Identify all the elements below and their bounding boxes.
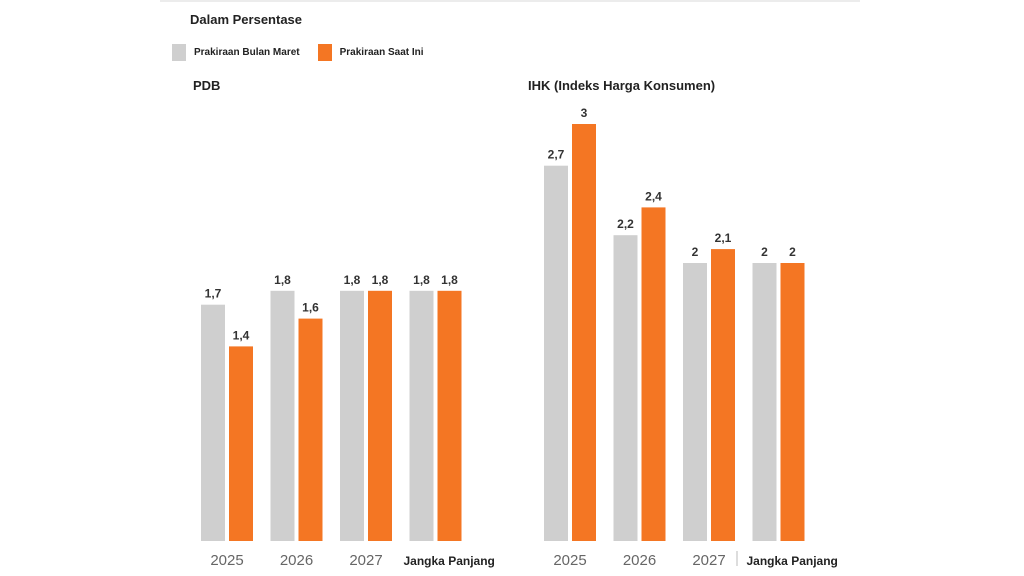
pdb-bar-march-3 — [409, 290, 434, 541]
ihk-bar-current-2 — [711, 249, 735, 541]
legend-swatch-current — [317, 44, 332, 61]
pdb-bar-current-0 — [229, 346, 253, 541]
ihk-value-label-march-3: 2 — [761, 245, 768, 259]
pdb-bar-current-2 — [368, 290, 392, 541]
ihk-value-label-current-3: 2 — [789, 245, 796, 259]
ihk-bar-march-1 — [613, 235, 638, 541]
pdb-bar-current-3 — [437, 290, 462, 541]
legend-label-current: Prakiraan Saat Ini — [339, 47, 424, 58]
top-rule — [160, 0, 860, 2]
pdb-value-label-march-1: 1,8 — [274, 273, 291, 287]
ihk-value-label-current-2: 2,1 — [715, 231, 732, 245]
ihk-value-label-march-2: 2 — [692, 245, 699, 259]
pdb-bar-march-2 — [340, 290, 364, 541]
pdb-value-label-march-2: 1,8 — [344, 273, 361, 287]
legend-item-march: Prakiraan Bulan Maret — [172, 44, 300, 61]
legend-label-march: Prakiraan Bulan Maret — [194, 47, 300, 58]
pdb-value-label-current-3: 1,8 — [441, 273, 458, 287]
ihk-bar-march-2 — [683, 263, 707, 541]
ihk-tick-label-1: 2026 — [623, 552, 656, 569]
pdb-tick-label-2: 2027 — [349, 552, 382, 569]
pdb-bar-current-1 — [298, 318, 323, 541]
pdb-value-label-march-0: 1,7 — [205, 287, 222, 301]
pdb-value-label-current-2: 1,8 — [372, 273, 389, 287]
ihk-bar-current-0 — [572, 124, 596, 541]
ihk-value-label-march-1: 2,2 — [617, 217, 634, 231]
pdb-tick-label-3: Jangka Panjang — [404, 554, 495, 568]
pdb-value-label-march-3: 1,8 — [413, 273, 430, 287]
panel-title-pdb: PDB — [193, 78, 221, 93]
ihk-value-label-current-0: 3 — [581, 106, 588, 120]
ihk-value-label-current-1: 2,4 — [645, 189, 662, 203]
ihk-value-label-march-0: 2,7 — [548, 148, 565, 162]
ihk-tick-label-3: Jangka Panjang — [747, 554, 838, 568]
chart-subtitle: Dalam Persentase — [190, 12, 303, 27]
ihk-bar-current-1 — [641, 207, 666, 541]
pdb-tick-label-0: 2025 — [210, 552, 243, 569]
ihk-bar-march-0 — [544, 165, 568, 541]
ihk-tick-label-2: 2027 — [692, 552, 725, 569]
ihk-bar-current-3 — [780, 263, 805, 541]
ihk-bar-march-3 — [752, 263, 777, 541]
pdb-value-label-current-1: 1,6 — [302, 301, 319, 315]
ihk-tick-label-0: 2025 — [553, 552, 586, 569]
pdb-value-label-current-0: 1,4 — [233, 328, 250, 342]
legend-swatch-march — [172, 44, 186, 61]
pdb-bar-march-1 — [270, 290, 295, 541]
panel-title-ihk: IHK (Indeks Harga Konsumen) — [528, 78, 716, 93]
pdb-bar-march-0 — [201, 304, 225, 541]
pdb-tick-label-1: 2026 — [280, 552, 313, 569]
legend-item-current: Prakiraan Saat Ini — [317, 44, 424, 61]
legend: Prakiraan Bulan Maret Prakiraan Saat Ini — [172, 44, 424, 61]
